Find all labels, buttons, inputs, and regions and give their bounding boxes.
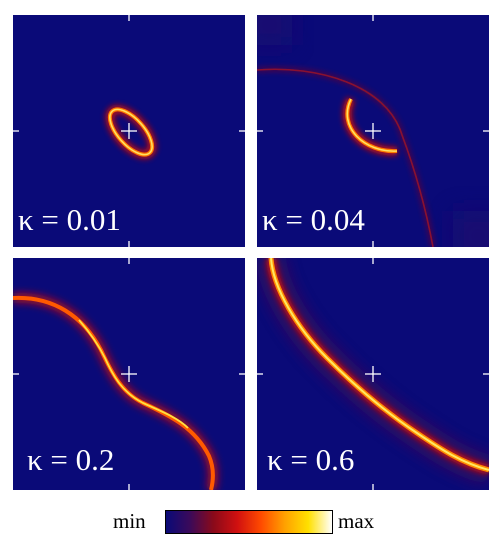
panel-kappa-0-04: κ = 0.04 (257, 15, 489, 247)
colorbar-gradient (165, 510, 333, 534)
panel-kappa-0-2: κ = 0.2 (13, 258, 245, 490)
kappa-label: κ = 0.6 (267, 442, 355, 477)
colorbar-min-label: min (113, 509, 146, 533)
axis-ticks (13, 15, 245, 247)
kappa-label: κ = 0.04 (262, 202, 365, 237)
center-crosshair (121, 366, 137, 382)
panel-kappa-0-01: κ = 0.01 (13, 15, 245, 247)
kappa-label: κ = 0.01 (18, 202, 121, 237)
axis-ticks (257, 15, 489, 247)
center-crosshair (365, 366, 381, 382)
panel-1-plot (13, 15, 245, 247)
panel-3-plot (13, 258, 245, 490)
center-crosshair (121, 123, 137, 139)
colorbar-max-label: max (338, 509, 375, 533)
kappa-label: κ = 0.2 (27, 442, 115, 477)
center-crosshair (365, 123, 381, 139)
panel-kappa-0-6: κ = 0.6 (257, 258, 489, 490)
panel-4-plot (257, 258, 489, 490)
axis-ticks (13, 258, 245, 490)
panel-2-plot (257, 15, 489, 247)
axis-ticks (257, 258, 489, 490)
